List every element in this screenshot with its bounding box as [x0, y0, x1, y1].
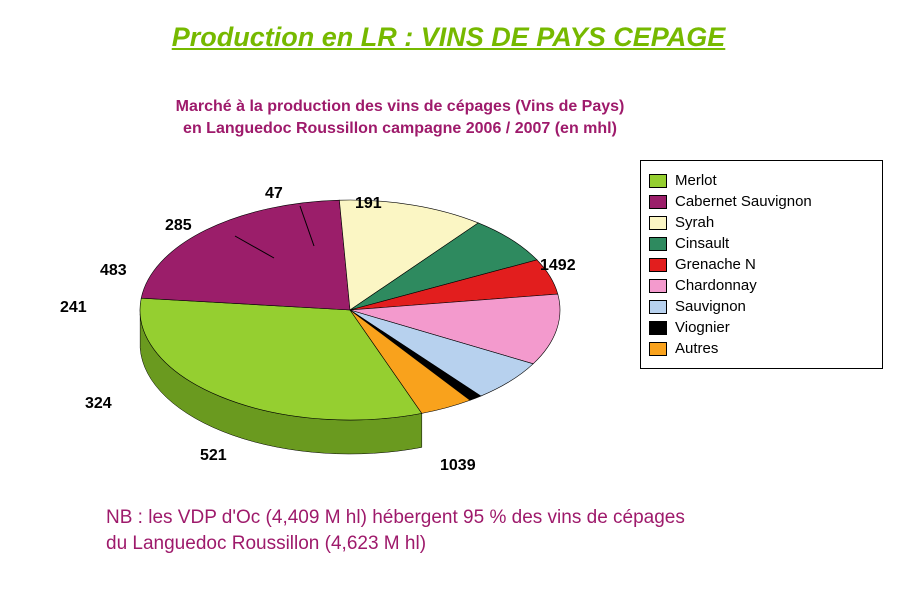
- legend-label: Cabernet Sauvignon: [675, 194, 812, 209]
- legend-swatch: [649, 279, 667, 293]
- legend-item: Sauvignon: [649, 299, 874, 314]
- legend-swatch: [649, 216, 667, 230]
- legend-label: Cinsault: [675, 236, 729, 251]
- legend-item: Cinsault: [649, 236, 874, 251]
- slide: { "title": { "text": "Production en LR :…: [0, 0, 897, 591]
- slice-value-label: 285: [165, 217, 192, 234]
- legend-swatch: [649, 195, 667, 209]
- legend-item: Cabernet Sauvignon: [649, 194, 874, 209]
- slice-value-label: 483: [100, 262, 127, 279]
- footnote: NB : les VDP d'Oc (4,409 M hl) hébergent…: [106, 505, 806, 556]
- slice-value-label: 1039: [440, 457, 476, 474]
- legend-swatch: [649, 342, 667, 356]
- legend-swatch: [649, 174, 667, 188]
- legend-label: Syrah: [675, 215, 714, 230]
- page-title: Production en LR : VINS DE PAYS CEPAGE: [0, 22, 897, 53]
- slice-value-label: 241: [60, 299, 87, 316]
- slice-value-label: 521: [200, 447, 227, 464]
- legend-label: Viognier: [675, 320, 730, 335]
- subtitle-line2: en Languedoc Roussillon campagne 2006 / …: [183, 120, 617, 137]
- slice-value-label: 47: [265, 185, 283, 202]
- legend-label: Grenache N: [675, 257, 756, 272]
- chart-subtitle: Marché à la production des vins de cépag…: [120, 96, 680, 139]
- footnote-line2: du Languedoc Roussillon (4,623 M hl): [106, 533, 426, 554]
- legend-label: Sauvignon: [675, 299, 746, 314]
- slice-value-label: 1492: [540, 257, 576, 274]
- legend-label: Merlot: [675, 173, 717, 188]
- subtitle-line1: Marché à la production des vins de cépag…: [176, 98, 625, 115]
- legend-swatch: [649, 237, 667, 251]
- legend-label: Autres: [675, 341, 718, 356]
- legend-label: Chardonnay: [675, 278, 757, 293]
- legend-swatch: [649, 300, 667, 314]
- legend-swatch: [649, 321, 667, 335]
- legend-item: Chardonnay: [649, 278, 874, 293]
- chart-legend: Merlot Cabernet Sauvignon Syrah Cinsault Gre…: [640, 160, 883, 369]
- slice-value-label: 191: [355, 195, 382, 212]
- legend-swatch: [649, 258, 667, 272]
- legend-item: Viognier: [649, 320, 874, 335]
- legend-item: Merlot: [649, 173, 874, 188]
- legend-item: Grenache N: [649, 257, 874, 272]
- legend-item: Syrah: [649, 215, 874, 230]
- pie-svg: 1492 1039 521 324 241 483 285 47 191: [60, 160, 620, 500]
- footnote-line1: NB : les VDP d'Oc (4,409 M hl) hébergent…: [106, 507, 685, 528]
- legend-item: Autres: [649, 341, 874, 356]
- slice-value-label: 324: [85, 395, 112, 412]
- pie-chart: 1492 1039 521 324 241 483 285 47 191: [60, 160, 620, 500]
